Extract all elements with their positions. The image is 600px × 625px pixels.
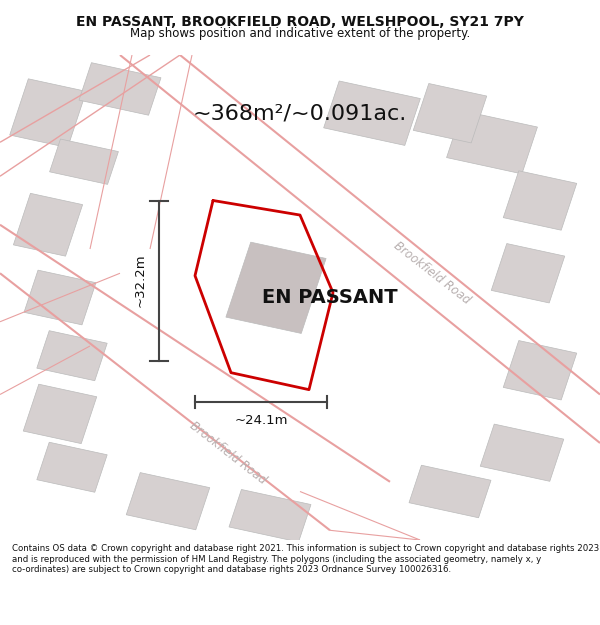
Text: Map shows position and indicative extent of the property.: Map shows position and indicative extent… [130, 27, 470, 39]
Text: EN PASSANT: EN PASSANT [262, 288, 398, 307]
Polygon shape [323, 81, 421, 146]
Text: Contains OS data © Crown copyright and database right 2021. This information is : Contains OS data © Crown copyright and d… [12, 544, 599, 574]
Text: Brookfield Road: Brookfield Road [187, 419, 269, 487]
Polygon shape [413, 84, 487, 143]
Text: EN PASSANT, BROOKFIELD ROAD, WELSHPOOL, SY21 7PY: EN PASSANT, BROOKFIELD ROAD, WELSHPOOL, … [76, 16, 524, 29]
Polygon shape [13, 193, 83, 256]
Text: ~368m²/~0.091ac.: ~368m²/~0.091ac. [193, 104, 407, 124]
Polygon shape [503, 341, 577, 400]
Polygon shape [126, 472, 210, 530]
Polygon shape [50, 139, 118, 184]
Polygon shape [79, 62, 161, 115]
Text: ~24.1m: ~24.1m [234, 414, 288, 427]
Polygon shape [446, 111, 538, 174]
Polygon shape [37, 331, 107, 381]
Polygon shape [480, 424, 564, 481]
Polygon shape [37, 442, 107, 493]
Polygon shape [10, 79, 86, 148]
Polygon shape [503, 171, 577, 230]
Polygon shape [409, 465, 491, 518]
Polygon shape [23, 384, 97, 444]
Text: ~32.2m: ~32.2m [134, 254, 147, 308]
Text: Brookfield Road: Brookfield Road [391, 239, 473, 307]
Polygon shape [24, 270, 96, 325]
Polygon shape [226, 242, 326, 333]
Polygon shape [229, 489, 311, 542]
Polygon shape [491, 244, 565, 303]
